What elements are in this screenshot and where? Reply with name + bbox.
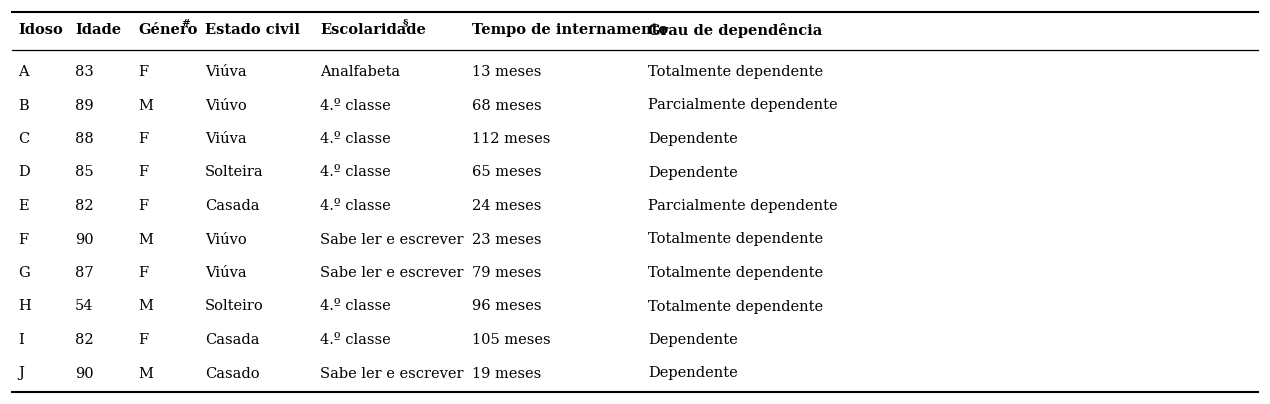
Text: Viúva: Viúva — [204, 132, 246, 146]
Text: Dependente: Dependente — [648, 366, 738, 381]
Text: Solteira: Solteira — [204, 166, 264, 179]
Text: A: A — [18, 65, 29, 79]
Text: Escolaridade: Escolaridade — [320, 23, 425, 37]
Text: F: F — [138, 65, 149, 79]
Text: Parcialmente dependente: Parcialmente dependente — [648, 99, 838, 112]
Text: Casada: Casada — [204, 199, 259, 213]
Text: 65 meses: 65 meses — [472, 166, 541, 179]
Text: F: F — [138, 199, 149, 213]
Text: M: M — [138, 232, 152, 246]
Text: Grau de dependência: Grau de dependência — [648, 23, 822, 38]
Text: Viúvo: Viúvo — [204, 99, 246, 112]
Text: 4.º classe: 4.º classe — [320, 199, 391, 213]
Text: C: C — [18, 132, 29, 146]
Text: Analfabeta: Analfabeta — [320, 65, 400, 79]
Text: E: E — [18, 199, 29, 213]
Text: J: J — [18, 366, 24, 381]
Text: 24 meses: 24 meses — [472, 199, 541, 213]
Text: Idade: Idade — [75, 23, 121, 37]
Text: 112 meses: 112 meses — [472, 132, 550, 146]
Text: 79 meses: 79 meses — [472, 266, 541, 280]
Text: 54: 54 — [75, 299, 94, 314]
Text: 4.º classe: 4.º classe — [320, 166, 391, 179]
Text: Totalmente dependente: Totalmente dependente — [648, 65, 823, 79]
Text: M: M — [138, 299, 152, 314]
Text: #: # — [182, 19, 189, 27]
Text: 23 meses: 23 meses — [472, 232, 541, 246]
Text: 83: 83 — [75, 65, 94, 79]
Text: G: G — [18, 266, 29, 280]
Text: Totalmente dependente: Totalmente dependente — [648, 232, 823, 246]
Text: F: F — [138, 333, 149, 347]
Text: 4.º classe: 4.º classe — [320, 99, 391, 112]
Text: 105 meses: 105 meses — [472, 333, 551, 347]
Text: Sabe ler e escrever: Sabe ler e escrever — [320, 266, 464, 280]
Text: Totalmente dependente: Totalmente dependente — [648, 266, 823, 280]
Text: Sabe ler e escrever: Sabe ler e escrever — [320, 232, 464, 246]
Text: Parcialmente dependente: Parcialmente dependente — [648, 199, 838, 213]
Text: D: D — [18, 166, 29, 179]
Text: H: H — [18, 299, 30, 314]
Text: Totalmente dependente: Totalmente dependente — [648, 299, 823, 314]
Text: 90: 90 — [75, 232, 94, 246]
Text: 88: 88 — [75, 132, 94, 146]
Text: Viúva: Viúva — [204, 266, 246, 280]
Text: Viúva: Viúva — [204, 65, 246, 79]
Text: Casado: Casado — [204, 366, 259, 381]
Text: 89: 89 — [75, 99, 94, 112]
Text: I: I — [18, 333, 24, 347]
Text: 82: 82 — [75, 199, 94, 213]
Text: Estado civil: Estado civil — [204, 23, 300, 37]
Text: Idoso: Idoso — [18, 23, 62, 37]
Text: 82: 82 — [75, 333, 94, 347]
Text: 4.º classe: 4.º classe — [320, 299, 391, 314]
Text: Dependente: Dependente — [648, 132, 738, 146]
Text: Viúvo: Viúvo — [204, 232, 246, 246]
Text: 90: 90 — [75, 366, 94, 381]
Text: Dependente: Dependente — [648, 333, 738, 347]
Text: F: F — [138, 166, 149, 179]
Text: F: F — [138, 132, 149, 146]
Text: 13 meses: 13 meses — [472, 65, 541, 79]
Text: M: M — [138, 366, 152, 381]
Text: F: F — [138, 266, 149, 280]
Text: F: F — [18, 232, 28, 246]
Text: Género: Género — [138, 23, 197, 37]
Text: 4.º classe: 4.º classe — [320, 132, 391, 146]
Text: §: § — [403, 19, 409, 27]
Text: M: M — [138, 99, 152, 112]
Text: 87: 87 — [75, 266, 94, 280]
Text: Solteiro: Solteiro — [204, 299, 264, 314]
Text: 85: 85 — [75, 166, 94, 179]
Text: Tempo de internamento: Tempo de internamento — [472, 23, 668, 37]
Text: 4.º classe: 4.º classe — [320, 333, 391, 347]
Text: 68 meses: 68 meses — [472, 99, 541, 112]
Text: Sabe ler e escrever: Sabe ler e escrever — [320, 366, 464, 381]
Text: 96 meses: 96 meses — [472, 299, 541, 314]
Text: B: B — [18, 99, 29, 112]
Text: 19 meses: 19 meses — [472, 366, 541, 381]
Text: Casada: Casada — [204, 333, 259, 347]
Text: Dependente: Dependente — [648, 166, 738, 179]
